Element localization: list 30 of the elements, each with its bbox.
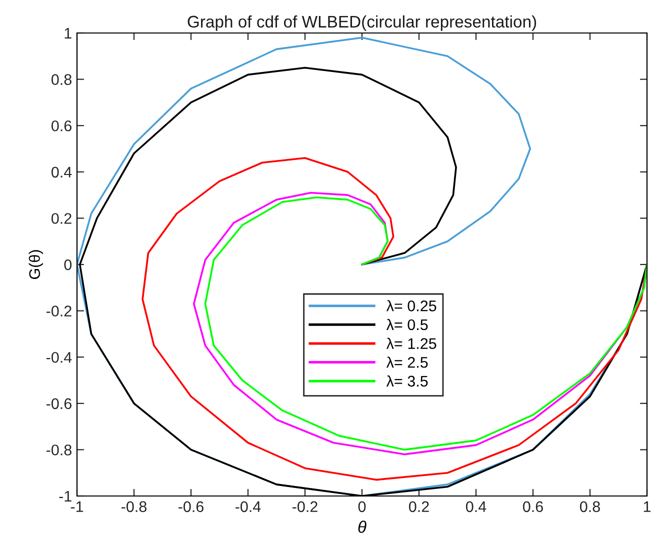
legend-label: λ= 1.25	[386, 338, 436, 349]
x-tick-label: 0.8	[580, 501, 600, 512]
chart-title: Graph of cdf of WLBED(circular representation)	[188, 15, 536, 31]
x-tick-label: 1	[644, 501, 651, 512]
y-tick-label: 0	[64, 259, 72, 270]
x-tick-label: -0.4	[236, 501, 261, 512]
legend-label: λ= 0.25	[386, 300, 436, 312]
legend-label: λ= 0.5	[386, 318, 428, 330]
x-tick-label: 0.2	[408, 501, 429, 512]
x-axis-title: θ	[358, 520, 366, 533]
line-series	[142, 157, 647, 481]
y-tick-label: 0.8	[52, 74, 72, 85]
legend-label: λ= 3.5	[386, 375, 428, 387]
y-tick-label: 0.2	[52, 213, 72, 224]
y-tick-label: -0.8	[46, 444, 72, 456]
x-tick-label: 0.4	[466, 501, 486, 512]
y-tick-label: 0.6	[52, 120, 72, 132]
y-axis-title: G(θ)	[28, 250, 44, 280]
y-tick-label: -0.2	[46, 306, 72, 316]
x-tick-label: -0.2	[292, 501, 318, 512]
y-tick-label: -0.4	[46, 352, 72, 363]
x-tick-label: -0.8	[122, 501, 146, 512]
y-tick-label: 1	[64, 28, 72, 39]
y-tick-label: -1	[59, 491, 72, 502]
y-tick-label: -0.6	[46, 398, 72, 410]
y-tick-label: 0.4	[52, 166, 72, 178]
x-tick-label: -0.6	[178, 501, 204, 512]
x-tick-label: 0.6	[522, 501, 543, 512]
legend-label: λ= 2.5	[386, 356, 428, 368]
x-tick-label: 0	[358, 501, 366, 512]
